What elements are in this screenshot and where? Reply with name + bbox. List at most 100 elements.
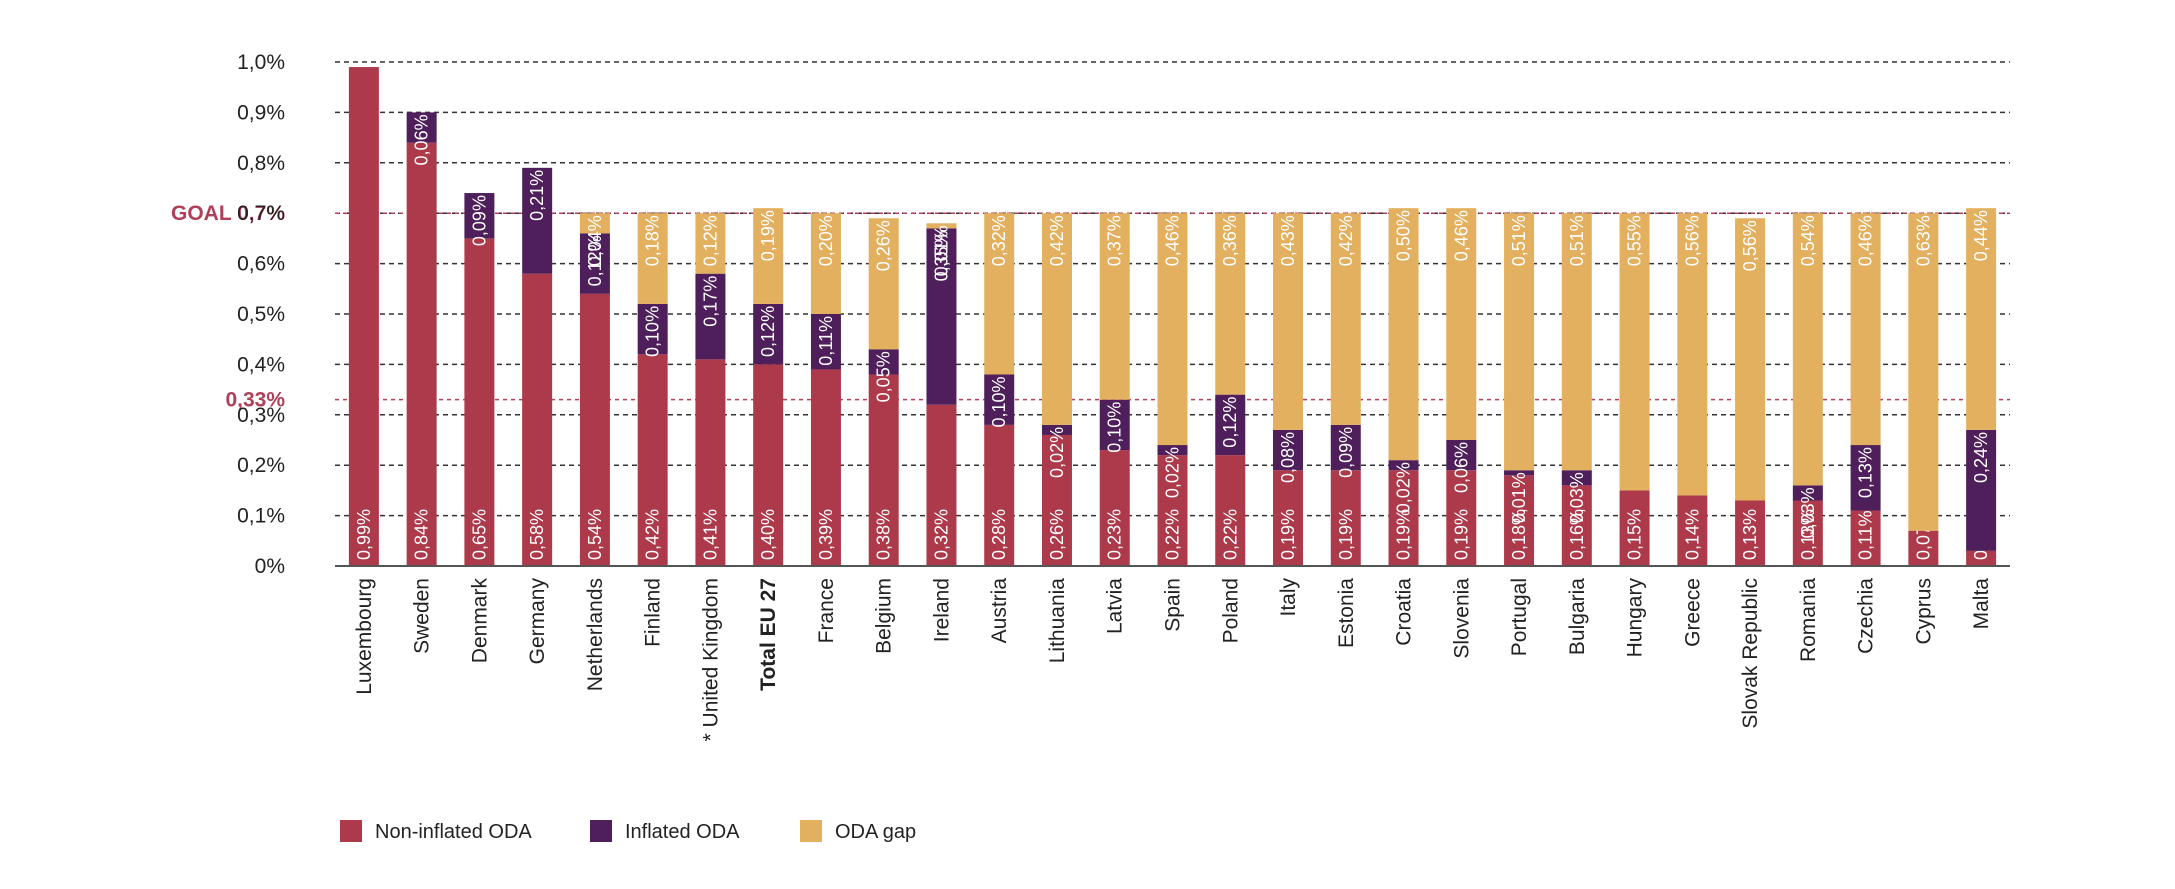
bar-value-label: 0,20% <box>816 215 836 266</box>
bar-value-label: 0,19% <box>1451 509 1471 560</box>
bar-value-label: 0,41% <box>700 509 720 560</box>
bar-segment <box>637 303 668 355</box>
bar-segment <box>1504 470 1535 476</box>
bar-segment <box>1099 213 1130 400</box>
bar-segment <box>868 374 899 566</box>
y-tick-label: 0% <box>255 555 285 578</box>
bar-value-label: 0,09% <box>469 195 489 246</box>
bar-segment <box>1966 208 1997 430</box>
y-axis-ticks: 0% 0,1% 0,2% 0,3% 0,4% 0,5% 0,6% 0,7% 0,8% 0,9% 1,… <box>237 51 285 578</box>
bar-value-label: 0,02% <box>1163 447 1183 498</box>
bar-segment <box>1273 470 1304 566</box>
bar-value-label: 0,51% <box>1509 215 1529 266</box>
bar-value-label: 0,06% <box>412 114 432 165</box>
bar-segment <box>810 369 841 566</box>
bar-segment <box>810 314 841 370</box>
x-category-label: Total EU 27 <box>757 578 780 691</box>
bar-value-label: 0,06% <box>1451 442 1471 493</box>
bar-value-label: 0,32% <box>931 509 951 560</box>
bar-value-label: 0,18% <box>643 215 663 266</box>
bar-segment <box>1157 213 1188 446</box>
x-category-label: Ireland <box>930 578 953 642</box>
y-tick-label: 0,1% <box>237 505 285 528</box>
bar-value-label: 0,39% <box>816 509 836 560</box>
bar-segment <box>1446 470 1477 566</box>
bar-value-label: 0,02% <box>1394 462 1414 513</box>
bar-segment <box>1850 445 1881 511</box>
x-category-label: Bulgaria <box>1566 578 1589 655</box>
legend-label: ODA gap <box>835 821 916 843</box>
x-category-label: Italy <box>1277 578 1300 617</box>
bar-value-label: 0,43% <box>1278 215 1298 266</box>
bar-segment <box>1850 213 1881 446</box>
x-category-label: Germany <box>526 578 549 665</box>
bar-value-label: 0,51% <box>1567 215 1587 266</box>
bar-value-label: 0,42% <box>1336 215 1356 266</box>
x-category-label: Romania <box>1797 578 1820 662</box>
y-tick-label: 0,8% <box>237 152 285 175</box>
bar-value-label: 0,28% <box>989 509 1009 560</box>
legend-swatch <box>340 820 362 842</box>
x-category-label: * United Kingdom <box>699 578 722 741</box>
bar-value-label: 0,11% <box>1856 510 1876 560</box>
bar-segment <box>1561 485 1592 566</box>
bar-value-label: 0,02% <box>1047 427 1067 478</box>
bar-segment <box>1908 213 1939 531</box>
bar-value-label: 0,26% <box>874 220 894 271</box>
bar-value-label: 0,12% <box>700 215 720 266</box>
bar-segment <box>810 213 841 314</box>
legend: Non-inflated ODA Inflated ODA ODA gap <box>340 820 916 843</box>
bar-segment <box>868 349 899 375</box>
bar-segment <box>1735 218 1766 501</box>
legend-swatch <box>800 820 822 842</box>
bar-value-label: 0,12% <box>585 235 605 286</box>
bar-value-label: 0,03% <box>1567 472 1587 523</box>
legend-label: Non-inflated ODA <box>375 821 532 843</box>
bar-segment <box>522 273 553 566</box>
x-category-label: Finland <box>642 578 665 647</box>
bar-value-label: 0,13% <box>1798 509 1818 560</box>
bar-segment <box>1850 510 1881 566</box>
bar-segment <box>753 364 784 566</box>
reference-line-label: 0,33% <box>225 389 285 412</box>
x-category-label: Luxembourg <box>353 578 376 695</box>
x-category-label: Greece <box>1681 578 1704 647</box>
bar-segment <box>984 374 1015 425</box>
bar-value-label: 0,99% <box>354 509 374 560</box>
bar-value-label: 0,03% <box>1798 487 1818 538</box>
bar-value-label: 0,35% <box>931 230 951 281</box>
bar-segment <box>1446 208 1477 440</box>
bar-segment <box>984 213 1015 375</box>
bar-value-label: 0,04% <box>585 215 605 266</box>
bar-segment <box>1619 490 1650 566</box>
bar-segment <box>1677 213 1708 496</box>
legend-swatch <box>590 820 612 842</box>
bar-value-label: 0,08% <box>1278 432 1298 483</box>
bar-value-label: 0,19% <box>1394 509 1414 560</box>
bars: 0,99% 0,84% 0,06% 0,65% 0,09% 0,58% 0,21% 0,54%… <box>348 67 1997 566</box>
x-axis-categories: Luxembourg Sweden Denmark Germany Netherland… <box>353 578 1993 742</box>
bar-segment <box>984 424 1015 566</box>
bar-value-label: 0,05% <box>874 351 894 402</box>
bar-value-label: 0,44% <box>1971 210 1991 261</box>
x-category-label: France <box>815 578 838 643</box>
bar-value-label: 0,32% <box>989 215 1009 266</box>
bar-value-label: 0,13% <box>1740 509 1760 560</box>
bar-value-label: 0,13% <box>1856 447 1876 498</box>
x-category-label: Portugal <box>1508 578 1531 656</box>
bar-value-label: 0,23% <box>1105 509 1125 560</box>
bar-segment <box>1215 213 1246 395</box>
y-tick-label: 0,2% <box>237 454 285 477</box>
reference-lines: GOAL 0,7% 0,33% <box>171 202 2010 412</box>
bar-segment <box>522 167 553 274</box>
y-tick-label: 0,7% <box>237 202 285 225</box>
x-category-label: Latvia <box>1104 578 1127 634</box>
x-category-label: Netherlands <box>584 578 607 691</box>
y-tick-label: 0,6% <box>237 253 285 276</box>
bar-segment <box>1619 213 1650 491</box>
bar-segment <box>1330 424 1361 471</box>
bar-value-label: 0,42% <box>1047 215 1067 266</box>
x-category-label: Hungary <box>1624 578 1647 658</box>
bar-segment <box>926 223 957 229</box>
